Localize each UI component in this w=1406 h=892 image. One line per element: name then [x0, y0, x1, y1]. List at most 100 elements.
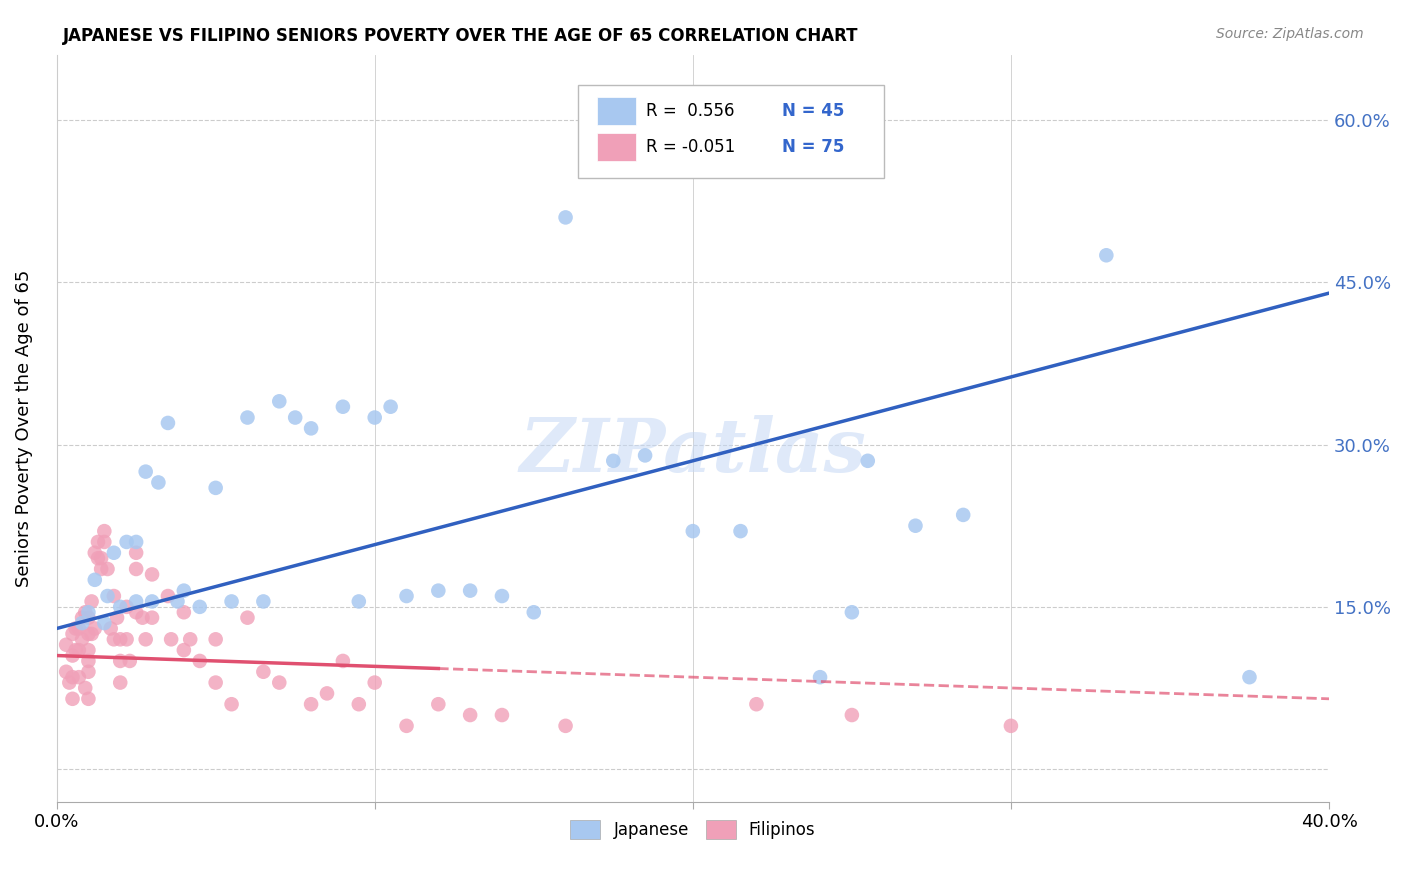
Japanese	[332, 400, 354, 414]
Filipinos	[55, 665, 77, 679]
Legend: Japanese, Filipinos: Japanese, Filipinos	[564, 813, 823, 846]
Filipinos	[188, 654, 211, 668]
Filipinos	[269, 675, 291, 690]
Filipinos	[173, 643, 195, 657]
Filipinos	[125, 605, 148, 619]
Filipinos	[1000, 719, 1022, 733]
Japanese	[1095, 248, 1118, 262]
Japanese	[77, 605, 100, 619]
Filipinos	[62, 648, 84, 663]
Japanese	[841, 605, 863, 619]
Japanese	[156, 416, 179, 430]
Filipinos	[96, 562, 118, 576]
Filipinos	[395, 719, 418, 733]
Filipinos	[115, 599, 138, 614]
Text: N = 45: N = 45	[782, 102, 844, 120]
Japanese	[125, 594, 148, 608]
Filipinos	[100, 622, 122, 636]
Filipinos	[221, 697, 243, 711]
Filipinos	[80, 627, 103, 641]
Japanese	[554, 211, 576, 225]
Filipinos	[236, 610, 259, 624]
Filipinos	[93, 524, 115, 538]
Japanese	[523, 605, 546, 619]
Japanese	[364, 410, 387, 425]
Filipinos	[204, 632, 226, 647]
Japanese	[103, 546, 125, 560]
Filipinos	[131, 610, 153, 624]
Filipinos	[62, 691, 84, 706]
Text: JAPANESE VS FILIPINO SENIORS POVERTY OVER THE AGE OF 65 CORRELATION CHART: JAPANESE VS FILIPINO SENIORS POVERTY OVE…	[63, 27, 859, 45]
FancyBboxPatch shape	[578, 85, 884, 178]
Y-axis label: Seniors Poverty Over the Age of 65: Seniors Poverty Over the Age of 65	[15, 269, 32, 587]
Text: N = 75: N = 75	[782, 138, 844, 156]
Filipinos	[67, 670, 90, 684]
Filipinos	[491, 708, 513, 723]
Filipinos	[77, 691, 100, 706]
Filipinos	[87, 551, 110, 566]
Japanese	[110, 599, 132, 614]
Filipinos	[160, 632, 183, 647]
Filipinos	[316, 686, 339, 700]
Japanese	[952, 508, 974, 522]
Filipinos	[332, 654, 354, 668]
Japanese	[252, 594, 274, 608]
Filipinos	[841, 708, 863, 723]
Filipinos	[77, 610, 100, 624]
Filipinos	[93, 535, 115, 549]
Japanese	[93, 616, 115, 631]
Filipinos	[77, 627, 100, 641]
Japanese	[602, 454, 624, 468]
Filipinos	[58, 675, 80, 690]
Filipinos	[83, 546, 105, 560]
Filipinos	[62, 627, 84, 641]
Japanese	[458, 583, 481, 598]
Filipinos	[156, 589, 179, 603]
Filipinos	[252, 665, 274, 679]
Filipinos	[347, 697, 370, 711]
Filipinos	[87, 535, 110, 549]
Japanese	[808, 670, 831, 684]
Japanese	[856, 454, 879, 468]
Filipinos	[458, 708, 481, 723]
Filipinos	[125, 562, 148, 576]
Japanese	[125, 535, 148, 549]
Filipinos	[118, 654, 141, 668]
Japanese	[221, 594, 243, 608]
Filipinos	[173, 605, 195, 619]
Japanese	[204, 481, 226, 495]
Filipinos	[299, 697, 322, 711]
Filipinos	[67, 643, 90, 657]
Filipinos	[55, 638, 77, 652]
Japanese	[427, 583, 450, 598]
Filipinos	[105, 610, 128, 624]
Filipinos	[77, 643, 100, 657]
Japanese	[166, 594, 188, 608]
Filipinos	[70, 632, 93, 647]
Bar	[598, 133, 636, 161]
Japanese	[236, 410, 259, 425]
Text: R =  0.556: R = 0.556	[645, 102, 734, 120]
Japanese	[682, 524, 704, 538]
Filipinos	[110, 632, 132, 647]
Japanese	[115, 535, 138, 549]
Filipinos	[745, 697, 768, 711]
Filipinos	[135, 632, 157, 647]
Japanese	[634, 449, 657, 463]
Filipinos	[115, 632, 138, 647]
Japanese	[299, 421, 322, 435]
Japanese	[380, 400, 402, 414]
Filipinos	[141, 567, 163, 582]
Japanese	[730, 524, 752, 538]
Japanese	[70, 616, 93, 631]
Filipinos	[77, 654, 100, 668]
Filipinos	[65, 622, 87, 636]
Japanese	[148, 475, 170, 490]
Japanese	[96, 589, 118, 603]
Filipinos	[62, 670, 84, 684]
Filipinos	[103, 632, 125, 647]
Filipinos	[554, 719, 576, 733]
Filipinos	[90, 562, 112, 576]
Japanese	[395, 589, 418, 603]
Japanese	[284, 410, 307, 425]
